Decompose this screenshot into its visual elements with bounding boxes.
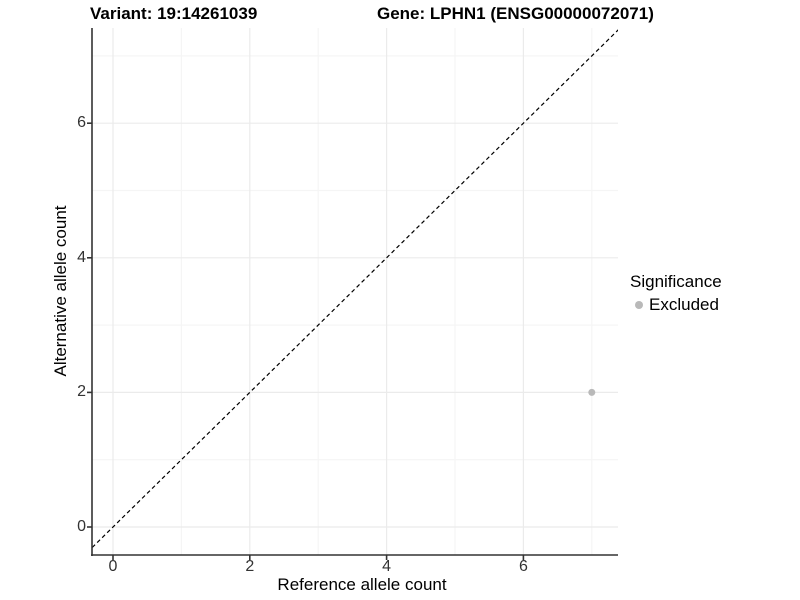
legend-item-excluded: Excluded — [630, 295, 722, 315]
x-tick-label: 2 — [245, 558, 255, 575]
y-axis-title: Alternative allele count — [51, 205, 70, 377]
y-tick-label: 6 — [77, 114, 86, 132]
y-tick-label: 0 — [77, 518, 86, 535]
x-tick-label: 6 — [518, 558, 528, 575]
x-tick-label: 0 — [108, 558, 118, 575]
y-tick-label: 2 — [77, 383, 86, 401]
gene-title: Gene: LPHN1 (ENSG00000072071) — [377, 4, 654, 23]
legend-title: Significance — [630, 272, 722, 291]
excluded-point-icon — [635, 301, 643, 309]
y-tick-label: 4 — [77, 248, 86, 266]
data-point — [588, 388, 596, 396]
x-axis-title: Reference allele count — [277, 575, 447, 594]
variant-title: Variant: 19:14261039 — [90, 4, 258, 23]
x-tick-label: 4 — [382, 558, 392, 575]
legend: Significance Excluded — [630, 272, 722, 315]
legend-item-label: Excluded — [649, 295, 719, 314]
identity-line — [92, 29, 618, 549]
